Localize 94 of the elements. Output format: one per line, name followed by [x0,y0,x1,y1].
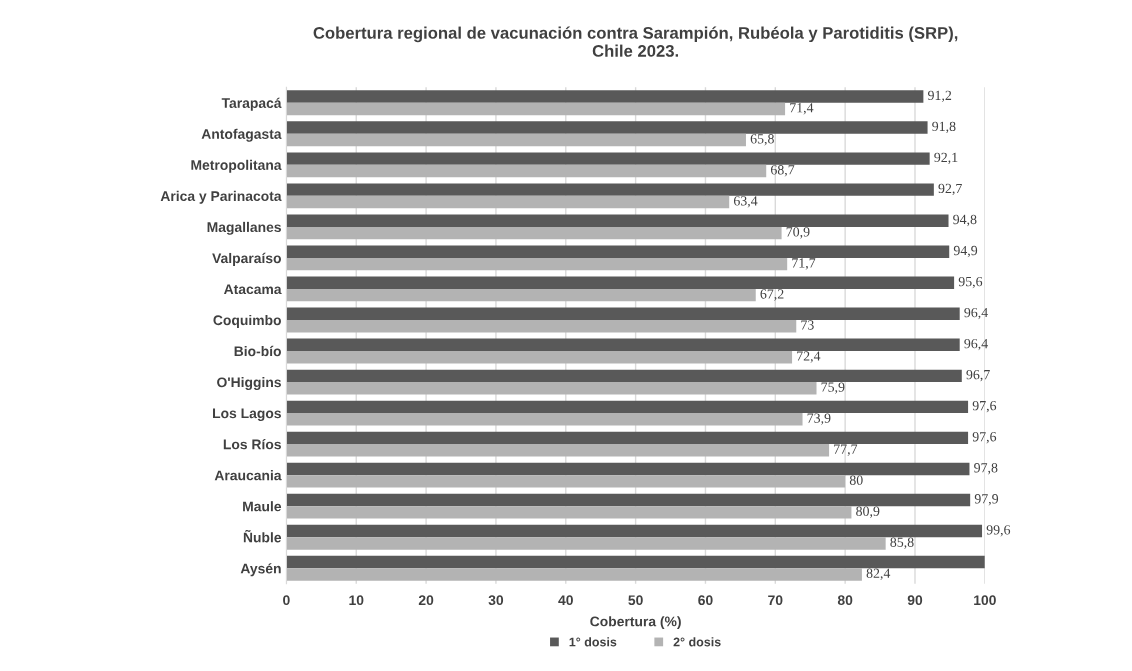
bar [286,462,970,476]
bar [286,506,852,519]
y-tick-label: Los Ríos [223,438,281,450]
bar [286,276,955,289]
bar [286,413,803,426]
data-label: 77,7 [834,444,858,456]
legend-label: 2° dosis [673,637,721,647]
legend-label: 1° dosis [569,637,617,647]
bar [286,133,746,147]
bar [286,195,730,209]
data-label: 72,4 [797,351,821,363]
y-tick-label: Arica y Parinacota [160,190,282,204]
data-label: 96,7 [966,369,990,382]
data-label: 94,9 [953,245,978,258]
y-tick-label: O'Higgins [217,377,281,391]
data-label: 92,7 [938,183,962,196]
bar [286,90,924,103]
data-label: 82,4 [866,568,891,580]
bar [286,524,983,538]
x-tick-label: 100 [974,595,996,606]
bar [286,226,782,240]
bar [286,382,817,395]
x-tick-label: 0 [283,595,290,606]
y-tick-label: Coquimbo [213,314,281,328]
data-label: 67,2 [760,289,784,301]
y-tick-label: Aysén [240,563,281,577]
bar [286,152,930,165]
data-label: 71,4 [790,103,814,115]
data-label: 68,7 [770,165,795,177]
y-tick-label: Magallanes [207,221,281,235]
data-label: 85,8 [890,537,914,549]
data-label: 97,9 [974,494,999,506]
x-tick-label: 60 [698,595,713,606]
data-label: 96,4 [964,338,988,351]
bar [286,164,767,178]
y-tick-label: Araucania [214,470,282,481]
data-label: 99,6 [986,525,1011,537]
y-tick-label: Maule [243,501,282,512]
data-label: 96,4 [964,307,988,320]
y-tick-label: Ñuble [243,529,282,543]
bar [286,245,950,258]
bar [286,121,928,134]
x-tick-label: 40 [558,595,573,606]
bar [286,369,962,383]
bar [286,214,949,227]
y-tick-label: Tarapacá [221,97,282,111]
bar [286,568,862,581]
bar [286,257,788,271]
bar [286,338,960,352]
y-tick-label: Antofagasta [201,128,282,142]
data-label: 71,7 [792,258,816,270]
data-label: 80,9 [856,506,880,518]
bar [286,400,969,414]
data-label: 97,6 [972,401,997,413]
x-tick-label: 50 [628,595,643,606]
bar [286,444,830,457]
data-label: 73 [801,320,814,330]
data-label: 80 [849,475,863,485]
bar [286,288,756,302]
bar [286,351,793,364]
bar [286,307,960,320]
data-label: 70,9 [786,227,810,239]
data-label: 73,9 [807,413,831,425]
bar [286,431,969,445]
y-tick-label: Bio-bío [234,345,281,357]
bar [286,183,934,196]
bar [286,555,985,569]
x-tick-label: 80 [837,595,853,606]
x-tick-label: 70 [768,595,783,606]
data-label: 91,2 [927,90,952,103]
y-tick-label: Valparaíso [212,252,281,266]
bar [286,475,846,488]
y-tick-label: Atacama [223,284,282,295]
data-label: 95,6 [958,276,983,289]
bar [286,102,786,116]
y-tick-label: Metropolitana [191,159,282,173]
x-tick-label: 10 [349,595,364,606]
data-label: 91,8 [932,121,956,134]
chart-title: Cobertura regional de vacunación contra Sarampión, Rubéola y Parotiditis (SRP), Chile 2023. [313,26,958,57]
x-tick-label: 20 [418,595,434,606]
data-label: 63,4 [733,196,758,208]
data-label: 92,1 [934,152,958,165]
y-tick-label: Los Lagos [213,408,281,422]
x-tick-label: 90 [907,595,923,606]
x-tick-label: 30 [488,595,504,606]
bar [286,537,886,550]
x-axis-title: Cobertura (%) [590,616,681,630]
bar [286,319,797,333]
data-label: 75,9 [821,382,845,394]
bar [286,493,971,507]
data-label: 65,8 [750,134,774,146]
data-label: 94,8 [953,214,977,227]
data-label: 97,8 [974,463,998,475]
data-label: 97,6 [972,432,997,444]
